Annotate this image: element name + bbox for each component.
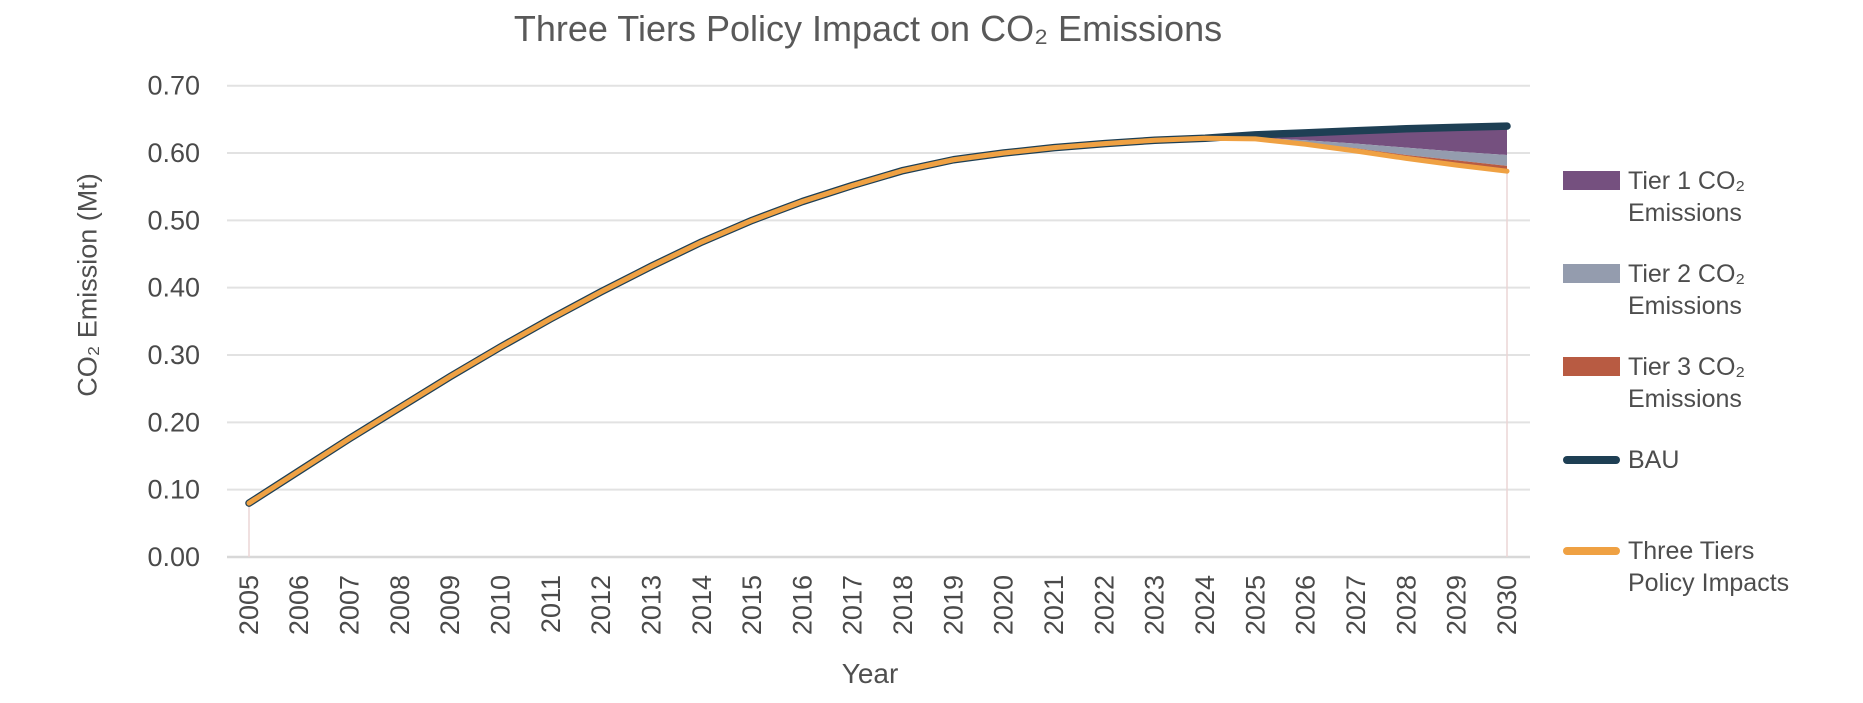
legend-label-tier-2-co-emissions: Tier 2 CO₂ Emissions xyxy=(1628,258,1745,322)
bau-line xyxy=(245,122,1511,507)
x-tick-label: 2015 xyxy=(737,575,767,635)
legend-item-three-tiers-policy-impacts: Three Tiers Policy Impacts xyxy=(1563,535,1853,599)
legend-label-line: Tier 2 CO₂ xyxy=(1628,260,1746,288)
x-tick-label: 2019 xyxy=(938,575,968,635)
x-tick-label: 2014 xyxy=(687,575,717,635)
y-tick-label: 0.50 xyxy=(147,205,200,235)
y-tick-label: 0.40 xyxy=(147,273,200,303)
legend-item-tier-3-co-emissions: Tier 3 CO₂ Emissions xyxy=(1563,351,1853,415)
legend-label-line: Tier 3 CO₂ xyxy=(1628,353,1746,381)
legend-label-tier-1-co-emissions: Tier 1 CO₂ Emissions xyxy=(1628,165,1745,229)
x-tick-label: 2030 xyxy=(1492,575,1522,635)
chart-legend: Tier 1 CO₂ Emissions Tier 2 CO₂ Emissions Ti… xyxy=(1563,165,1853,628)
legend-label-line: Tier 1 CO₂ xyxy=(1628,167,1746,195)
y-tick-label: 0.00 xyxy=(147,542,200,572)
x-tick-label: 2025 xyxy=(1240,575,1270,635)
legend-item-bau: BAU xyxy=(1563,444,1853,476)
x-tick-label: 2009 xyxy=(435,575,465,635)
x-tick-label: 2010 xyxy=(486,575,516,635)
x-tick-label: 2005 xyxy=(234,575,264,635)
x-tick-label: 2024 xyxy=(1190,575,1220,635)
policy-impacts-line xyxy=(246,135,1510,506)
x-tick-label: 2008 xyxy=(385,575,415,635)
legend-label-line: Emissions xyxy=(1628,199,1742,227)
legend-swatch-tier-2-co-emissions xyxy=(1563,264,1620,283)
legend-label-tier-3-co-emissions: Tier 3 CO₂ Emissions xyxy=(1628,351,1745,415)
x-tick-label: 2013 xyxy=(636,575,666,635)
legend-swatch-three-tiers-policy-impacts xyxy=(1563,547,1620,555)
y-tick-label: 0.10 xyxy=(147,475,200,505)
legend-item-tier-1-co-emissions: Tier 1 CO₂ Emissions xyxy=(1563,165,1853,229)
y-tick-label: 0.20 xyxy=(147,407,200,437)
x-tick-label: 2012 xyxy=(586,575,616,635)
legend-label-line: Three Tiers xyxy=(1628,537,1755,565)
legend-label-line: BAU xyxy=(1628,446,1680,474)
y-tick-label: 0.30 xyxy=(147,340,200,370)
x-tick-label: 2026 xyxy=(1291,575,1321,635)
legend-swatch-tier-1-co-emissions xyxy=(1563,171,1620,190)
y-tick-label: 0.70 xyxy=(147,71,200,101)
x-tick-label: 2007 xyxy=(335,575,365,635)
x-tick-label: 2016 xyxy=(787,575,817,635)
x-tick-label: 2023 xyxy=(1140,575,1170,635)
x-axis-title: Year xyxy=(841,658,899,689)
x-tick-label: 2018 xyxy=(888,575,918,635)
x-tick-label: 2027 xyxy=(1341,575,1371,635)
legend-label-line: Emissions xyxy=(1628,385,1742,413)
legend-label-line: Emissions xyxy=(1628,292,1742,320)
legend-label-three-tiers-policy-impacts: Three Tiers Policy Impacts xyxy=(1628,535,1789,599)
legend-label-line: Policy Impacts xyxy=(1628,569,1790,597)
legend-label-bau: BAU xyxy=(1628,444,1679,476)
x-tick-label: 2006 xyxy=(284,575,314,635)
legend-swatch-bau xyxy=(1563,456,1620,464)
legend-swatch-tier-3-co-emissions xyxy=(1563,357,1620,376)
x-tick-label: 2021 xyxy=(1039,575,1069,635)
legend-item-tier-2-co-emissions: Tier 2 CO₂ Emissions xyxy=(1563,258,1853,322)
chart-title: Three Tiers Policy Impact on CO₂ Emissio… xyxy=(513,8,1223,49)
x-tick-label: 2022 xyxy=(1089,575,1119,635)
x-tick-label: 2017 xyxy=(838,575,868,635)
x-tick-label: 2029 xyxy=(1442,575,1472,635)
x-tick-label: 2020 xyxy=(989,575,1019,635)
y-tick-label: 0.60 xyxy=(147,138,200,168)
tier2-emissions-band xyxy=(1205,137,1507,166)
x-tick-label: 2011 xyxy=(536,575,566,633)
x-tick-label: 2028 xyxy=(1391,575,1421,635)
y-axis-title: CO₂ Emission (Mt) xyxy=(72,173,103,397)
tier1-emissions-band xyxy=(1205,126,1507,156)
